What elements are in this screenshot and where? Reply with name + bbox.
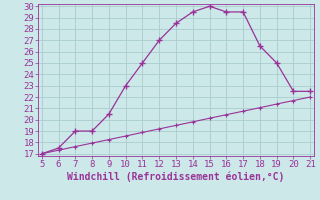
X-axis label: Windchill (Refroidissement éolien,°C): Windchill (Refroidissement éolien,°C) xyxy=(67,172,285,182)
